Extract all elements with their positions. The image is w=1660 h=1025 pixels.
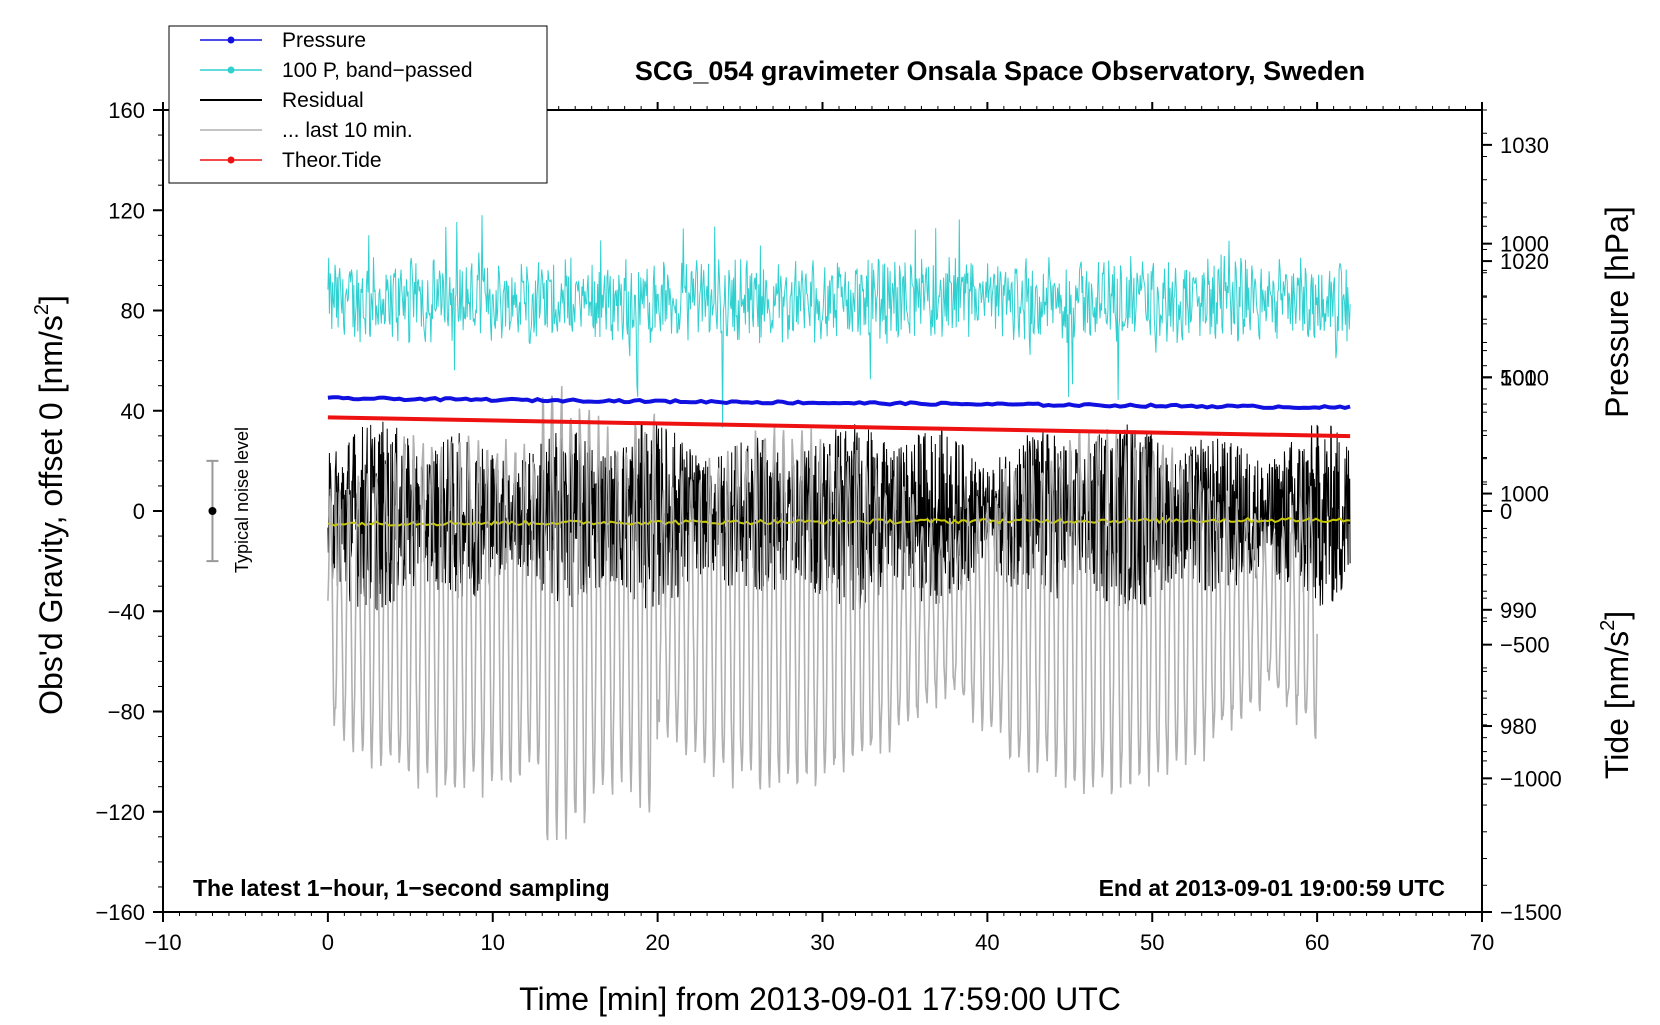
footer-left-note: The latest 1−hour, 1−second sampling [193,875,610,901]
y-tick-label: −80 [108,700,145,725]
legend-label: Residual [282,89,364,112]
x-tick-label: 40 [975,930,999,955]
legend-label: Pressure [282,29,366,52]
x-tick-label: 10 [481,930,505,955]
legend-marker [227,66,235,74]
pressure-tick-label: 1020 [1500,249,1549,274]
noise-level-indicator: Typical noise level [206,427,252,573]
footer-right-note: End at 2013-09-01 19:00:59 UTC [1099,875,1445,901]
x-tick-label: 50 [1140,930,1164,955]
x-tick-label: 60 [1305,930,1329,955]
y-tick-label: −160 [95,900,145,925]
y-axis-label-tide: Tide [nm/s2] [1597,611,1635,779]
series-bandpassed-pressure [327,215,1351,428]
x-tick-label: −10 [144,930,181,955]
legend-items: Pressure 100 P, band−passed Residual ... la… [200,29,473,172]
tide-tick-label: −500 [1500,633,1550,658]
pressure-tick-label: 990 [1500,598,1537,623]
tide-tick-label: 1000 [1500,232,1549,257]
y-axis-label-left-text: Obs'd Gravity, offset 0 [nm/s [33,315,69,715]
noise-label: Typical noise level [232,427,252,573]
y-tick-label: 0 [133,499,145,524]
legend-marker [227,156,235,164]
y-axis-label-left-close: ] [33,295,69,304]
ticks-layer: −10 0 10 20 30 40 50 60 70−160−120−80−4004080120… [95,98,1561,955]
y-tick-label: 120 [108,198,145,223]
series-last-10-min [327,386,1318,841]
x-tick-label: 30 [810,930,834,955]
x-tick-label: 20 [645,930,669,955]
legend: Pressure 100 P, band−passed Residual ... la… [168,25,548,184]
chart-title: SCG_054 gravimeter Onsala Space Observat… [635,56,1365,86]
tide-tick-label: 0 [1500,499,1512,524]
y-axis-label-tide-sup: 2 [1597,620,1619,631]
series-theor-tide [327,415,1351,439]
x-tick-label: 0 [322,930,334,955]
y-tick-label: −120 [95,800,145,825]
tide-tick-label: −1500 [1500,900,1562,925]
tide-tick-label: 500 [1500,365,1537,390]
y-axis-label-left: Obs'd Gravity, offset 0 [nm/s2] [31,295,69,715]
y-tick-label: 160 [108,98,145,123]
y-axis-label-tide-text: Tide [nm/s [1599,631,1635,779]
y-axis-label-pressure: Pressure [hPa] [1599,206,1635,418]
legend-label: Theor.Tide [282,149,382,172]
legend-marker [227,36,235,44]
pressure-tick-label: 1030 [1500,133,1549,158]
pressure-tick-label: 1010 [1500,365,1549,390]
y-tick-label: 80 [121,299,145,324]
pressure-tick-label: 1000 [1500,482,1549,507]
noise-bar-center [208,507,217,515]
y-axis-label-left-sup: 2 [31,304,53,315]
legend-label: ... last 10 min. [282,119,413,142]
series-layer [327,215,1351,841]
series-pressure [327,395,1351,411]
tide-tick-label: −1000 [1500,766,1562,791]
y-tick-label: −40 [108,599,145,624]
y-tick-label: 40 [121,399,145,424]
x-axis-label: Time [min] from 2013-09-01 17:59:00 UTC [519,981,1121,1017]
x-tick-label: 70 [1470,930,1494,955]
legend-label: 100 P, band−passed [282,59,473,82]
pressure-tick-label: 980 [1500,714,1537,739]
y-axis-label-tide-close: ] [1599,611,1635,620]
